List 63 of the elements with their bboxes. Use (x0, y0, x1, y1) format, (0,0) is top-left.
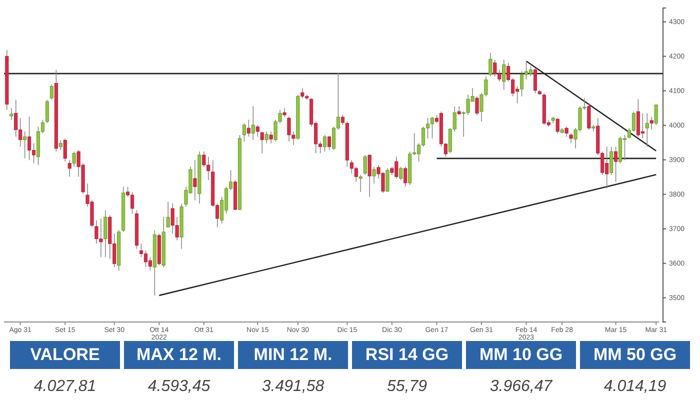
candlestick (488, 52, 492, 77)
candlestick (45, 99, 49, 124)
candlestick (650, 116, 654, 130)
candlestick (645, 112, 649, 148)
text: VALORE (30, 345, 100, 364)
candlestick (622, 134, 627, 161)
candlestick (340, 114, 344, 126)
candlestick (556, 118, 560, 134)
candlestick (528, 66, 532, 77)
candlestick (23, 131, 27, 159)
candlestick (327, 136, 332, 151)
text: MM 10 GG (479, 345, 563, 364)
candlestick (148, 256, 152, 271)
candlestick (58, 140, 62, 151)
candlestick (63, 138, 67, 162)
candlestick (68, 160, 72, 178)
text: MIN 12 M. (254, 345, 332, 364)
text: 55,79 (386, 378, 428, 395)
candlestick (587, 102, 591, 130)
candlestick (654, 104, 658, 126)
candlestick (618, 136, 622, 164)
candlestick (533, 68, 537, 94)
candlestick (363, 154, 367, 176)
candlestick (520, 70, 524, 97)
text: 4.027,81 (34, 378, 96, 395)
candlestick (246, 119, 250, 138)
candlestick (368, 154, 372, 198)
candlestick (50, 84, 54, 100)
candlestick (269, 131, 273, 144)
candlestick (502, 59, 506, 90)
text: 3.966,47 (490, 378, 554, 395)
candlestick (569, 132, 573, 144)
candlestick (430, 116, 434, 139)
candlestick (323, 134, 327, 152)
candlestick (10, 108, 14, 120)
candlestick (28, 116, 32, 161)
candlestick (104, 210, 108, 258)
text: RSI 14 GG (365, 345, 449, 364)
candlestick (372, 166, 376, 184)
candlestick (640, 112, 644, 139)
text: 4.593,45 (148, 378, 210, 395)
candlestick (399, 166, 403, 181)
text: MAX 12 M. (136, 345, 222, 364)
candlestick (256, 124, 260, 138)
candlestick (610, 146, 614, 176)
candlestick (193, 160, 197, 201)
candlestick (358, 174, 362, 192)
candlestick (72, 151, 76, 168)
text: MM 50 GG (593, 345, 677, 364)
candlestick (166, 202, 170, 228)
candlestick (614, 146, 618, 182)
text: 3.491,58 (262, 378, 324, 395)
candlestick (264, 131, 268, 144)
candlestick (564, 126, 568, 138)
candlestick (404, 166, 408, 188)
candlestick (242, 122, 246, 142)
candlestick (354, 166, 358, 182)
candlestick (386, 168, 390, 192)
candlestick (14, 99, 18, 138)
candlestick (475, 96, 479, 116)
candlestick (251, 106, 255, 140)
text: 4.014,19 (604, 378, 666, 395)
candlestick (260, 131, 264, 154)
